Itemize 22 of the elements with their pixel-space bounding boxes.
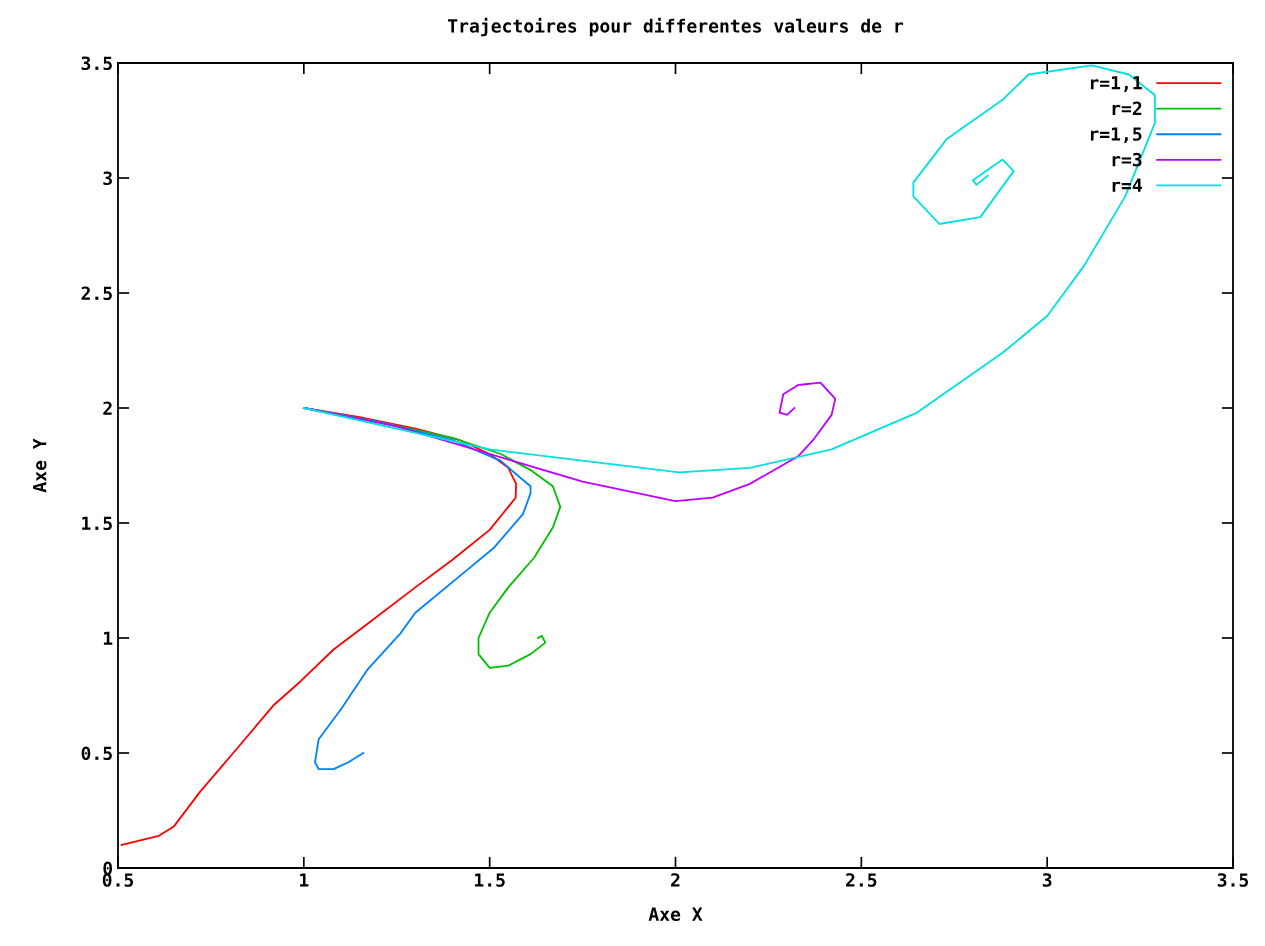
line-series	[302, 64, 1156, 474]
line-series	[120, 407, 517, 846]
legend-label: r=2	[1112, 101, 1142, 115]
x-tick-label: 1	[300, 873, 309, 887]
legend-label: r=1,5	[1090, 127, 1142, 144]
x-tick-label: 2.5	[846, 873, 877, 887]
x-axis-title: Axe X	[648, 907, 703, 921]
y-axis-title: Axe Y	[33, 438, 47, 493]
x-tick-label: 3	[1042, 873, 1052, 887]
y-tick-label: 1	[103, 631, 113, 645]
y-tick-label: 3	[103, 171, 112, 186]
legend-label: r=1,1	[1090, 76, 1142, 92]
y-tick-label: 0.5	[81, 746, 112, 761]
chart-title: Trajectoires pour differentes valeurs de r	[448, 17, 904, 37]
y-tick-label: 2	[103, 401, 112, 415]
y-tick-label: 0	[103, 861, 113, 876]
x-tick-label: 3.5	[1217, 873, 1249, 887]
y-tick-label: 1.5	[82, 516, 112, 531]
x-tick-label: 1.5	[475, 873, 505, 887]
y-tick-label: 3.5	[81, 56, 112, 71]
y-tick-label: 2.5	[81, 286, 112, 301]
x-tick-label: 2	[671, 873, 680, 887]
